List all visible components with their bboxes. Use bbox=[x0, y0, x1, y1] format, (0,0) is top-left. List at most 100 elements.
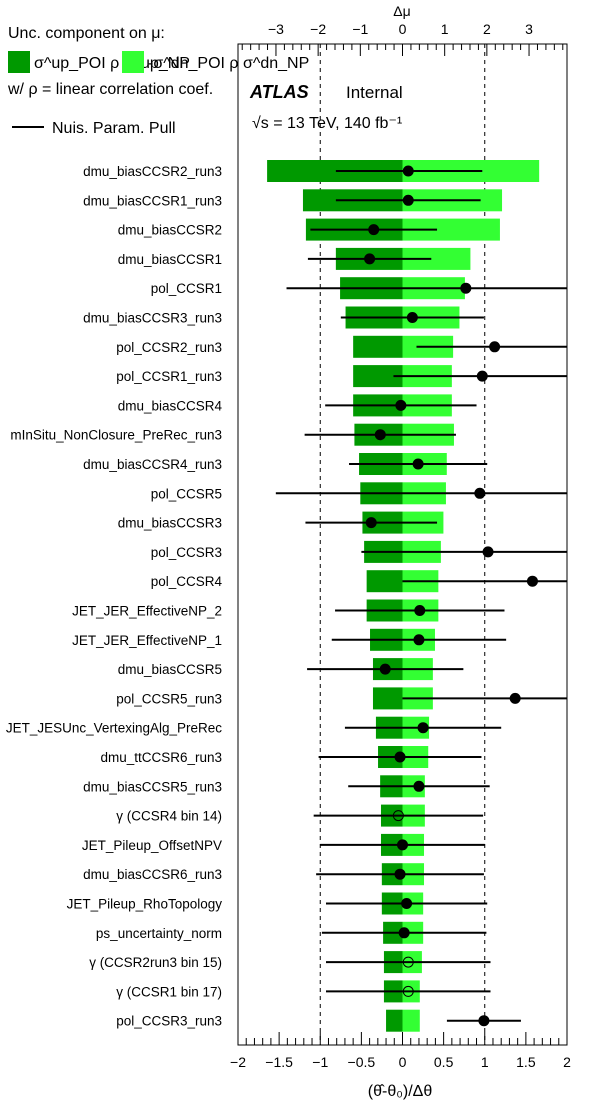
experiment-status: Internal bbox=[346, 83, 403, 102]
parameter-label: dmu_biasCCSR1_run3 bbox=[83, 193, 222, 208]
parameter-label: dmu_biasCCSR3_run3 bbox=[83, 311, 222, 326]
parameter-label: dmu_biasCCSR4_run3 bbox=[83, 457, 222, 472]
reference-lines bbox=[319, 44, 486, 1045]
parameter-labels: dmu_biasCCSR2_run3 dmu_biasCCSR1_run3 dmu_… bbox=[6, 164, 223, 1029]
impact-bar-dn bbox=[402, 218, 500, 241]
pull-marker bbox=[482, 546, 494, 558]
parameter-label: γ (CCSR2run3 bin 15) bbox=[89, 955, 222, 970]
parameter-label: dmu_biasCCSR2 bbox=[118, 223, 222, 238]
bottom-axis-tick-label: 0 bbox=[399, 1054, 407, 1070]
pull-marker bbox=[412, 458, 424, 470]
impact-bar-up bbox=[267, 160, 403, 182]
pull-marker bbox=[460, 282, 472, 294]
top-axis-tick-label: 3 bbox=[525, 21, 533, 37]
parameter-label: γ (CCSR1 bin 17) bbox=[116, 984, 222, 999]
top-axis-tick-label: 0 bbox=[399, 21, 407, 37]
legend-swatch-up bbox=[8, 51, 30, 73]
pull-marker bbox=[402, 956, 414, 968]
top-axis-tick-label: 2 bbox=[483, 21, 491, 37]
pull-marker bbox=[414, 605, 426, 616]
pull-marker bbox=[401, 898, 413, 909]
bottom-axis-tick-label: −1 bbox=[312, 1054, 328, 1070]
pull-marker bbox=[489, 341, 501, 353]
parameter-label: JET_Pileup_RhoTopology bbox=[67, 897, 223, 912]
parameter-label: pol_CCSR1 bbox=[151, 281, 222, 296]
parameter-label: pol_CCSR5 bbox=[151, 486, 222, 501]
pull-marker bbox=[417, 722, 429, 734]
pull-marker bbox=[402, 194, 414, 206]
impact-bar-dn bbox=[402, 247, 471, 270]
parameter-label: mInSitu_NonClosure_PreRec_run3 bbox=[10, 428, 222, 443]
parameter-label: JET_JER_EffectiveNP_2 bbox=[72, 604, 222, 619]
parameter-label: dmu_biasCCSR4 bbox=[118, 398, 223, 413]
pull-marker bbox=[413, 634, 425, 646]
legend-label-up: σ^up_POI ρ σ^up_NP bbox=[34, 55, 190, 72]
pull-marker bbox=[413, 780, 425, 792]
parameter-label: JET_JER_EffectiveNP_1 bbox=[72, 633, 222, 648]
pull-marker bbox=[379, 663, 391, 675]
parameter-label: JET_JESUnc_VertexingAlg_PreRec bbox=[6, 721, 222, 736]
pull-marker bbox=[476, 370, 488, 382]
pull-marker bbox=[365, 517, 377, 529]
impact-bar-up bbox=[386, 1009, 403, 1032]
pull-marker bbox=[406, 312, 418, 323]
parameter-label: pol_CCSR3 bbox=[151, 545, 222, 560]
impact-bar-up bbox=[372, 687, 403, 710]
pull-marker bbox=[402, 165, 414, 177]
top-axis-tick-label: −3 bbox=[268, 21, 284, 37]
parameter-label: pol_CCSR3_run3 bbox=[116, 1014, 222, 1029]
impact-bar-dn bbox=[402, 1009, 420, 1032]
bottom-axis-tick-label: −1.5 bbox=[265, 1054, 293, 1070]
parameter-label: γ (CCSR4 bin 14) bbox=[116, 809, 222, 824]
pull-markers bbox=[275, 165, 567, 1027]
parameter-label: dmu_ttCCSR6_run3 bbox=[100, 750, 222, 765]
top-axis-tick-label: −2 bbox=[310, 21, 326, 37]
parameter-label: pol_CCSR5_run3 bbox=[116, 691, 222, 706]
legend-label-dn: -σ^dn_POI ρ σ^dn_NP bbox=[148, 55, 309, 72]
parameter-label: dmu_biasCCSR3 bbox=[118, 516, 222, 531]
parameter-label: dmu_biasCCSR5_run3 bbox=[83, 779, 222, 794]
pull-marker bbox=[394, 751, 406, 763]
parameter-label: pol_CCSR2_run3 bbox=[116, 340, 222, 355]
parameter-label: pol_CCSR4 bbox=[151, 574, 223, 589]
parameter-label: dmu_biasCCSR6_run3 bbox=[83, 867, 222, 882]
bottom-axis-label: (θ̂-θ₀)/Δθ bbox=[368, 1083, 433, 1100]
bottom-axis-tick-label: 0.5 bbox=[434, 1054, 454, 1070]
pull-marker bbox=[474, 487, 486, 499]
impact-bar-up bbox=[366, 570, 403, 593]
impact-bar-up bbox=[353, 365, 403, 388]
bottom-axis-tick-label: −2 bbox=[230, 1054, 246, 1070]
bottom-axis-tick-label: 2 bbox=[563, 1054, 571, 1070]
pull-marker bbox=[394, 868, 406, 880]
pull-marker bbox=[395, 399, 407, 411]
bottom-axis: −2 −1.5 −1 −0.5 0 0.5 1 1.5 2 bbox=[230, 1032, 571, 1070]
pull-marker bbox=[398, 927, 410, 939]
experiment-name: ATLAS bbox=[249, 82, 309, 102]
pull-marker bbox=[509, 692, 521, 704]
top-axis-label: Δμ bbox=[393, 3, 410, 19]
pull-marker bbox=[392, 810, 404, 822]
pull-marker bbox=[368, 224, 380, 236]
pull-marker bbox=[364, 253, 376, 265]
pull-marker bbox=[526, 575, 538, 587]
pull-marker bbox=[374, 429, 386, 441]
pull-marker bbox=[478, 1015, 490, 1027]
pull-marker bbox=[397, 839, 408, 851]
parameter-label: ps_uncertainty_norm bbox=[96, 926, 222, 941]
top-axis-tick-label: −1 bbox=[352, 21, 368, 37]
bottom-axis-tick-label: −0.5 bbox=[348, 1054, 376, 1070]
legend-pull-label: Nuis. Param. Pull bbox=[52, 120, 176, 137]
parameter-label: dmu_biasCCSR2_run3 bbox=[83, 164, 222, 179]
experiment-energy: √s = 13 TeV, 140 fb⁻¹ bbox=[252, 115, 402, 132]
legend-heading: Unc. component on μ: bbox=[8, 25, 165, 42]
legend: Unc. component on μ: σ^up_POI ρ σ^up_NP … bbox=[7, 25, 309, 137]
parameter-label: dmu_biasCCSR1 bbox=[118, 252, 222, 267]
top-axis-tick-label: 1 bbox=[441, 21, 449, 37]
bottom-axis-tick-label: 1.5 bbox=[516, 1054, 536, 1070]
legend-note: w/ ρ = linear correlation coef. bbox=[7, 81, 213, 98]
impact-bar-up bbox=[353, 335, 403, 358]
parameter-label: pol_CCSR1_run3 bbox=[116, 369, 222, 384]
pull-marker bbox=[402, 985, 414, 997]
parameter-label: JET_Pileup_OffsetNPV bbox=[82, 838, 222, 853]
